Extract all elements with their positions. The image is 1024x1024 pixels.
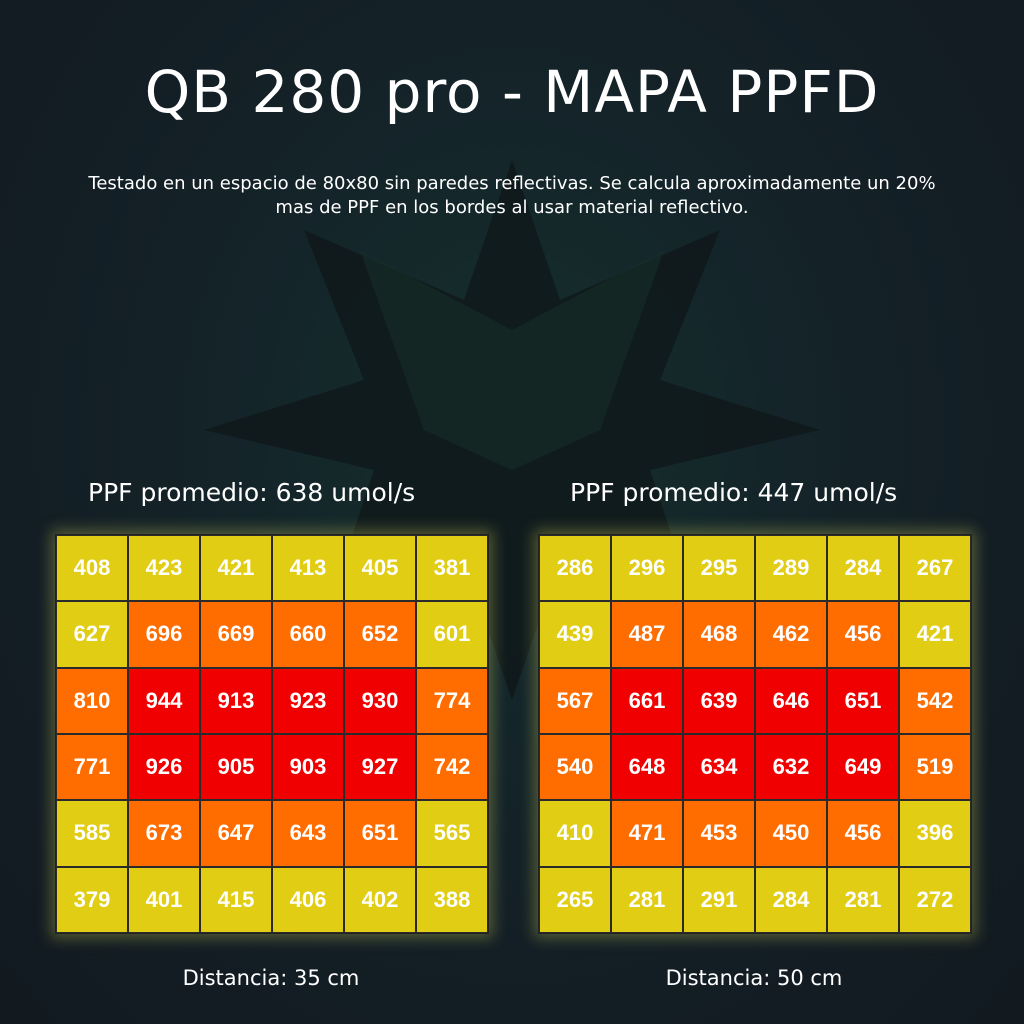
heatmap-cell: 487 [611, 601, 683, 668]
heatmap-cell: 286 [539, 535, 611, 602]
heatmap-cell: 267 [899, 535, 971, 602]
heatmap-cell: 651 [344, 800, 416, 867]
heatmap-cell: 415 [200, 866, 272, 933]
heatmap-cell: 660 [272, 601, 344, 668]
heatmap-cell: 450 [755, 800, 827, 867]
heatmap-cell: 519 [899, 734, 971, 801]
heatmap-cell: 379 [56, 866, 128, 933]
heatmap-cell: 281 [611, 866, 683, 933]
heatmap-cell: 643 [272, 800, 344, 867]
heatmap-cell: 810 [56, 667, 128, 734]
heatmap-cell: 648 [611, 734, 683, 801]
heatmap-cell: 453 [683, 800, 755, 867]
heatmap-cell: 661 [611, 667, 683, 734]
heatmap-cell: 647 [200, 800, 272, 867]
heatmap-cell: 296 [611, 535, 683, 602]
heatmap-cell: 272 [899, 866, 971, 933]
heatmap-cell: 406 [272, 866, 344, 933]
heatmap-cell: 381 [416, 535, 488, 602]
heatmap-cell: 774 [416, 667, 488, 734]
heatmap-cell: 634 [683, 734, 755, 801]
heatmap-cell: 468 [683, 601, 755, 668]
heatmap-cell: 913 [200, 667, 272, 734]
heatmap-cell: 396 [899, 800, 971, 867]
heatmap-cell: 926 [128, 734, 200, 801]
heatmap-cell: 652 [344, 601, 416, 668]
heatmap-cell: 696 [128, 601, 200, 668]
heatmap-cell: 585 [56, 800, 128, 867]
heatmap-cell: 462 [755, 601, 827, 668]
heatmap-cell: 439 [539, 601, 611, 668]
heatmap-cell: 542 [899, 667, 971, 734]
heatmap-cell: 903 [272, 734, 344, 801]
ppfd-heatmap-50cm: 286 296 295 289 284 267 439 487 468 462 456 421 567 6… [538, 534, 972, 934]
heatmap-cell: 565 [416, 800, 488, 867]
heatmap-cell: 771 [56, 734, 128, 801]
heatmap-cell: 646 [755, 667, 827, 734]
distance-label-left: Distancia: 35 cm [182, 966, 360, 990]
heatmap-cell: 627 [56, 601, 128, 668]
heatmap-cell: 930 [344, 667, 416, 734]
heatmap-cell: 421 [200, 535, 272, 602]
heatmap-cell: 423 [128, 535, 200, 602]
heatmap-cell: 289 [755, 535, 827, 602]
distance-label-right: Distancia: 50 cm [665, 966, 843, 990]
heatmap-cell: 421 [899, 601, 971, 668]
page-subtitle: Testado en un espacio de 80x80 sin pared… [88, 173, 936, 218]
heatmap-cell: 944 [128, 667, 200, 734]
heatmap-cell: 567 [539, 667, 611, 734]
heatmap-cell: 923 [272, 667, 344, 734]
heatmap-cell: 401 [128, 866, 200, 933]
heatmap-cell: 295 [683, 535, 755, 602]
heatmap-cell: 413 [272, 535, 344, 602]
heatmap-cell: 471 [611, 800, 683, 867]
heatmap-cell: 405 [344, 535, 416, 602]
heatmap-cell: 456 [827, 800, 899, 867]
heatmap-cell: 632 [755, 734, 827, 801]
heatmap-cell: 601 [416, 601, 488, 668]
heatmap-cell: 408 [56, 535, 128, 602]
page-title: QB 280 pro - MAPA PPFD [144, 58, 880, 126]
heatmap-cell: 905 [200, 734, 272, 801]
heatmap-cell: 456 [827, 601, 899, 668]
average-label-right: PPF promedio: 447 umol/s [570, 478, 898, 507]
heatmap-cell: 649 [827, 734, 899, 801]
heatmap-cell: 284 [827, 535, 899, 602]
heatmap-cell: 673 [128, 800, 200, 867]
heatmap-cell: 927 [344, 734, 416, 801]
heatmap-cell: 742 [416, 734, 488, 801]
heatmap-cell: 281 [827, 866, 899, 933]
heatmap-cell: 540 [539, 734, 611, 801]
heatmap-cell: 402 [344, 866, 416, 933]
heatmap-cell: 388 [416, 866, 488, 933]
heatmap-cell: 291 [683, 866, 755, 933]
average-label-left: PPF promedio: 638 umol/s [88, 478, 416, 507]
heatmap-cell: 284 [755, 866, 827, 933]
ppfd-heatmap-35cm: 408 423 421 413 405 381 627 696 669 660 652 601 810 9… [55, 534, 489, 934]
heatmap-cell: 651 [827, 667, 899, 734]
heatmap-cell: 669 [200, 601, 272, 668]
heatmap-cell: 410 [539, 800, 611, 867]
heatmap-cell: 265 [539, 866, 611, 933]
heatmap-cell: 639 [683, 667, 755, 734]
